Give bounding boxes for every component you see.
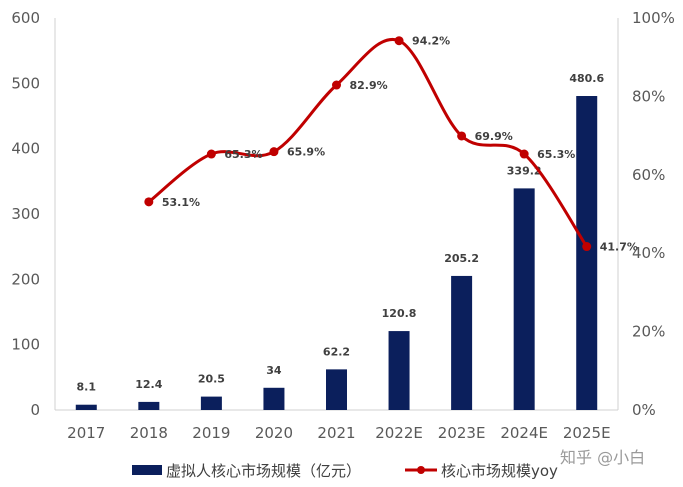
y-left-tick-label: 100 — [11, 336, 40, 354]
legend-bar-label: 虚拟人核心市场规模（亿元） — [166, 462, 361, 480]
bar-data-label: 480.6 — [569, 72, 604, 85]
line-point — [269, 147, 279, 157]
line-data-label: 41.7% — [600, 241, 638, 254]
y-right-tick-label: 100% — [632, 9, 675, 27]
bar-data-label: 62.2 — [323, 345, 350, 358]
line-point — [519, 149, 529, 159]
line-point — [582, 242, 592, 252]
legend-line-marker — [417, 466, 425, 474]
line-data-label: 69.9% — [475, 130, 513, 143]
bar-data-label: 205.2 — [444, 252, 479, 265]
y-left-tick-label: 200 — [11, 270, 40, 288]
bar-data-labels: 8.1 12.4 20.5 34 62.2 120.8 205.2 339.2 480.6 — [77, 72, 605, 394]
bar-data-label: 34 — [266, 364, 282, 377]
y-left-tick-label: 0 — [30, 401, 40, 419]
line-data-label: 65.9% — [287, 146, 325, 159]
bar-data-label: 12.4 — [135, 378, 162, 391]
bar-series — [75, 96, 598, 411]
x-tick-label: 2025E — [563, 424, 611, 442]
y-left-tick-label: 500 — [11, 74, 40, 92]
line-data-labels: 53.1% 65.3% 65.9% 82.9% 94.2% 69.9% 65.3% 41.7% — [162, 35, 638, 254]
y-right-tick-label: 80% — [632, 87, 665, 105]
line-point — [457, 131, 467, 141]
y-right-axis-ticks: 0% 20% 40% 60% 80% 100% — [632, 9, 675, 419]
y-right-tick-label: 0% — [632, 401, 656, 419]
y-left-tick-label: 600 — [11, 9, 40, 27]
bar — [451, 275, 473, 410]
x-tick-label: 2017 — [67, 424, 105, 442]
line-data-label: 65.3% — [537, 148, 575, 161]
bar-data-label: 339.2 — [507, 164, 542, 177]
x-axis-ticks: 2017 2018 2019 2020 2021 2022E 2023E 2024E 2025E — [67, 424, 610, 442]
line-point — [206, 149, 216, 159]
line-series — [144, 36, 592, 252]
y-right-tick-label: 40% — [632, 244, 665, 262]
bar-data-label: 8.1 — [77, 381, 97, 394]
bar — [513, 188, 535, 410]
line-data-label: 65.3% — [224, 148, 262, 161]
x-tick-label: 2020 — [255, 424, 293, 442]
bar-data-label: 20.5 — [198, 373, 225, 386]
bar — [576, 96, 598, 411]
bar — [326, 369, 347, 410]
bar — [263, 387, 285, 410]
line-data-label: 94.2% — [412, 35, 450, 48]
bar — [75, 404, 97, 410]
y-right-tick-label: 60% — [632, 166, 665, 184]
x-tick-label: 2018 — [130, 424, 168, 442]
legend-line-label: 核心市场规模yoy — [441, 462, 558, 480]
bar-data-label: 120.8 — [382, 307, 417, 320]
line-data-label: 53.1% — [162, 196, 200, 209]
line-point — [394, 36, 404, 46]
bar — [138, 401, 160, 410]
watermark: 知乎 @小白 — [560, 448, 645, 467]
y-left-tick-label: 300 — [11, 205, 40, 223]
x-tick-label: 2021 — [317, 424, 355, 442]
x-tick-label: 2022E — [375, 424, 423, 442]
y-left-tick-label: 400 — [11, 140, 40, 158]
legend-bar-swatch — [132, 465, 162, 475]
y-left-axis-ticks: 0 100 200 300 400 500 600 — [11, 9, 40, 419]
legend: 虚拟人核心市场规模（亿元） 核心市场规模yoy — [132, 462, 558, 480]
x-tick-label: 2023E — [438, 424, 486, 442]
bar — [200, 396, 222, 410]
line-point — [332, 80, 341, 90]
y-right-tick-label: 20% — [632, 323, 665, 341]
line-data-label: 82.9% — [350, 79, 388, 92]
x-tick-label: 2019 — [192, 424, 230, 442]
x-tick-label: 2024E — [500, 424, 548, 442]
bar — [388, 331, 410, 410]
line-point — [144, 197, 154, 207]
